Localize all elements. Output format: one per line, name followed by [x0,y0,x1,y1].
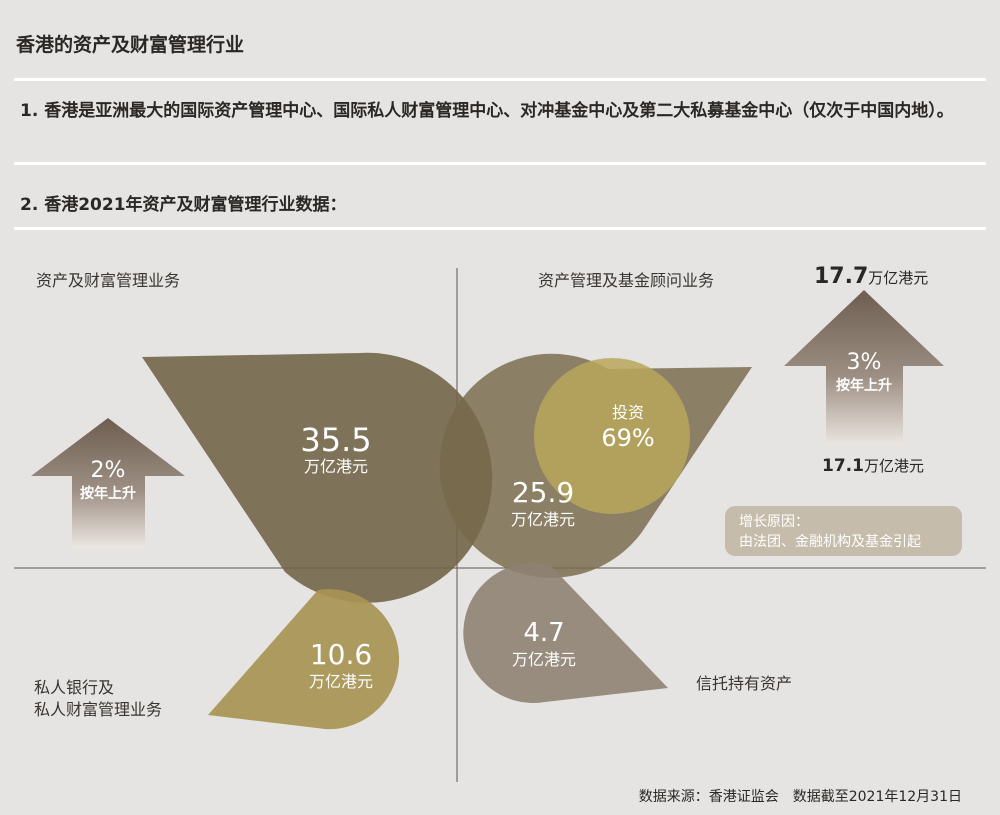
label-private-banking: 私人银行及 私人财富管理业务 [34,678,163,719]
data-source: 数据来源：香港证监会 数据截至2021年12月31日 [638,789,962,805]
value-private-banking: 10.6 万亿港元 [308,638,373,691]
asset-wealth-shape [142,352,493,603]
left-arrow-growth: 2% 按年上升 [80,458,136,502]
label-asset-wealth: 资产及财富管理业务 [36,271,181,290]
label-asset-mgmt: 资产管理及基金顾问业务 [538,271,715,290]
bottom-value-2020: 17.1万亿港元 [822,456,924,476]
left-up-arrow [31,418,185,548]
top-value-2021: 17.7万亿港元 [814,264,929,289]
point-2: 2. 香港2021年资产及财富管理行业数据： [20,195,347,215]
divider [14,162,986,165]
page-title: 香港的资产及财富管理行业 [16,34,245,56]
divider [14,227,986,230]
value-trust: 4.7 万亿港元 [511,618,576,669]
growth-reason-box: 增长原因： 由法团、金融机构及基金引起 [725,506,962,556]
label-trust: 信托持有资产 [696,674,793,693]
point-1: 1. 香港是亚洲最大的国际资产管理中心、国际私人财富管理中心、对冲基金中心及第二… [20,101,954,121]
trust-shape [463,562,668,703]
divider [14,78,986,81]
private-banking-shape [208,589,400,730]
right-arrow-growth: 3% 按年上升 [836,350,892,394]
right-up-arrow [784,290,944,446]
investment-share: 投资 69% [601,403,655,452]
value-asset-wealth: 35.5 万亿港元 [300,421,372,476]
value-asset-mgmt: 25.9 万亿港元 [510,476,575,529]
investment-circle [534,358,690,514]
